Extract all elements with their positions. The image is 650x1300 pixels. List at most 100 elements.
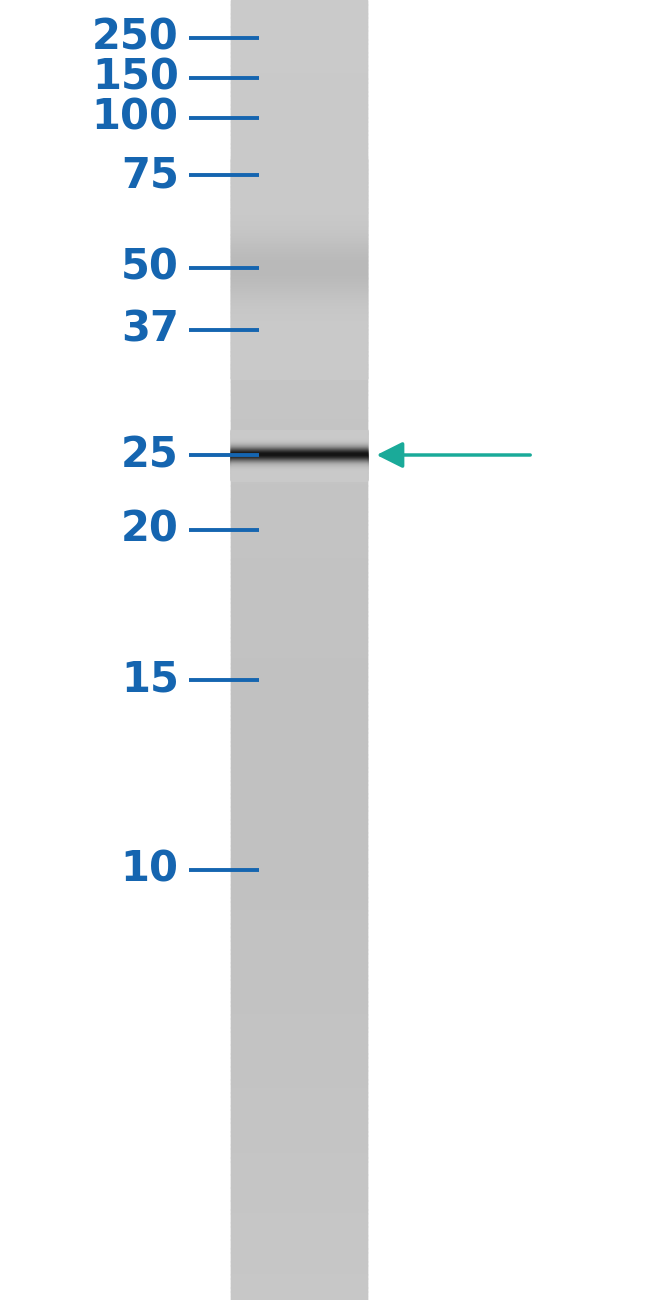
Bar [231, 624, 367, 629]
Bar [231, 1122, 367, 1127]
Bar [231, 1252, 367, 1257]
Bar [231, 979, 367, 984]
Bar [231, 399, 367, 403]
Bar [231, 927, 367, 932]
Bar [231, 637, 367, 642]
Bar [231, 195, 367, 200]
Bar [231, 1101, 367, 1105]
Bar [231, 191, 367, 195]
Bar [231, 546, 367, 551]
Bar [231, 342, 367, 347]
Bar [231, 524, 367, 529]
Bar [231, 1023, 367, 1027]
Bar [231, 243, 367, 247]
Bar [231, 1183, 367, 1188]
Bar [231, 1083, 367, 1088]
Bar [231, 650, 367, 655]
Bar [231, 763, 367, 767]
Bar [231, 299, 367, 304]
Bar [231, 1192, 367, 1196]
Bar [231, 511, 367, 516]
Bar [231, 1200, 367, 1205]
Bar [231, 789, 367, 793]
Text: 50: 50 [121, 247, 179, 289]
Bar [231, 550, 367, 555]
Text: 250: 250 [92, 17, 179, 58]
Bar [231, 806, 367, 811]
Bar [231, 641, 367, 646]
Bar [231, 247, 367, 252]
Bar [231, 69, 367, 74]
Bar [231, 750, 367, 754]
Bar [231, 35, 367, 39]
Bar [231, 390, 367, 395]
Bar [231, 555, 367, 559]
Bar [231, 308, 367, 312]
Bar [231, 433, 367, 438]
Bar [231, 1222, 367, 1227]
Bar [231, 82, 367, 87]
Bar [231, 416, 367, 421]
Bar [231, 1075, 367, 1079]
Bar [231, 507, 367, 512]
Bar [231, 607, 367, 611]
Bar [231, 589, 367, 594]
Bar [231, 494, 367, 499]
Bar [231, 542, 367, 546]
Bar [231, 1135, 367, 1140]
Bar [231, 286, 367, 291]
Bar [231, 451, 367, 455]
Bar [231, 121, 367, 126]
Bar [231, 559, 367, 564]
Bar [231, 1040, 367, 1045]
Bar [231, 173, 367, 178]
Bar [231, 854, 367, 858]
Bar [231, 65, 367, 70]
Bar [231, 988, 367, 993]
Bar [231, 1287, 367, 1292]
Bar [231, 377, 367, 382]
Bar [231, 26, 367, 31]
Bar [231, 412, 367, 416]
Bar [231, 1174, 367, 1179]
Bar [231, 321, 367, 325]
Bar [231, 1044, 367, 1049]
Bar [231, 61, 367, 65]
Bar [231, 932, 367, 936]
Bar [231, 620, 367, 624]
Bar [231, 719, 367, 724]
Bar [231, 823, 367, 828]
Bar [231, 39, 367, 44]
Bar [231, 1265, 367, 1270]
Bar [231, 576, 367, 581]
Bar [231, 178, 367, 182]
Bar [231, 667, 367, 672]
Bar [231, 481, 367, 486]
Bar [231, 503, 367, 507]
Bar [231, 1001, 367, 1006]
Bar [231, 953, 367, 958]
Bar [231, 74, 367, 78]
Bar [231, 156, 367, 161]
Bar [231, 117, 367, 122]
Bar [231, 143, 367, 148]
Bar [231, 793, 367, 798]
Bar [231, 43, 367, 48]
Bar [231, 52, 367, 57]
Bar [231, 1261, 367, 1266]
Bar [231, 646, 367, 650]
Bar [231, 199, 367, 204]
Bar [231, 485, 367, 490]
Bar [231, 1005, 367, 1010]
Text: 25: 25 [121, 434, 179, 476]
Bar [231, 962, 367, 967]
Bar [231, 169, 367, 174]
Bar [231, 715, 367, 720]
Bar [231, 680, 367, 685]
Bar [231, 446, 367, 451]
Bar [231, 360, 367, 364]
Bar [231, 901, 367, 906]
Bar [231, 1070, 367, 1075]
Bar [231, 264, 367, 269]
Bar [231, 1053, 367, 1058]
